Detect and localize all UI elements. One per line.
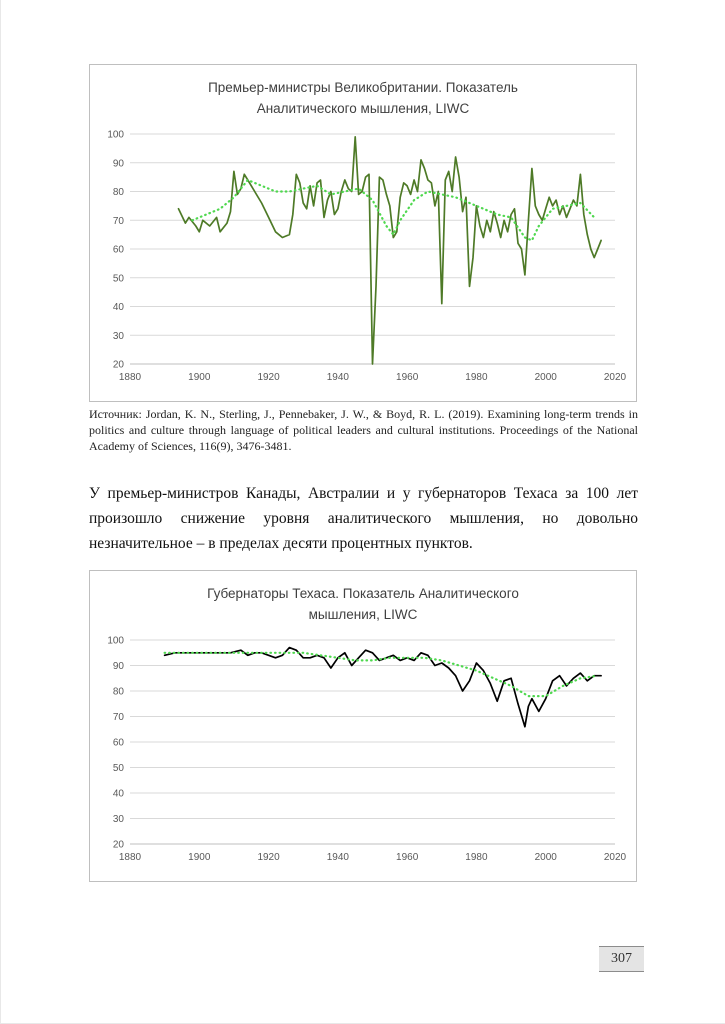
svg-text:70: 70	[113, 712, 125, 723]
svg-text:60: 60	[113, 244, 125, 255]
svg-text:1980: 1980	[465, 852, 488, 863]
svg-text:20: 20	[113, 839, 125, 850]
svg-text:100: 100	[107, 129, 124, 140]
svg-text:20: 20	[113, 359, 125, 370]
svg-text:2000: 2000	[535, 372, 558, 383]
texas-governors-chart-title: Губернаторы Техаса. Показатель Аналитиче…	[207, 586, 519, 622]
svg-text:70: 70	[113, 216, 125, 227]
svg-text:90: 90	[113, 158, 125, 169]
svg-text:1880: 1880	[119, 852, 142, 863]
svg-text:100: 100	[107, 635, 124, 646]
svg-text:80: 80	[113, 686, 125, 697]
svg-text:2020: 2020	[604, 372, 627, 383]
texas-governors-chart: 20 30 40 50 60 70 80 90 100 1880 1900 1920 1940 1960 1…	[107, 635, 627, 863]
svg-text:1920: 1920	[257, 852, 280, 863]
uk-pm-chart-box: Премьер-министры Великобритании. Показат…	[89, 64, 637, 402]
svg-text:30: 30	[113, 331, 125, 342]
svg-text:1960: 1960	[396, 852, 419, 863]
texas-governors-chart-box: Губернаторы Техаса. Показатель Аналитиче…	[89, 570, 637, 882]
body-paragraph: У премьер-министров Канады, Австралии и …	[89, 485, 638, 553]
svg-text:50: 50	[113, 763, 125, 774]
svg-text:40: 40	[113, 788, 125, 799]
uk-pm-chart: 20 30 40 50 60 70 80 90 100 1880 1900 1920 1940 1960 1…	[107, 129, 627, 383]
svg-text:1920: 1920	[257, 372, 280, 383]
svg-text:1940: 1940	[327, 852, 350, 863]
svg-text:90: 90	[113, 661, 125, 672]
page-number: 307	[599, 946, 644, 972]
svg-text:1900: 1900	[188, 852, 211, 863]
svg-text:40: 40	[113, 302, 125, 313]
svg-text:30: 30	[113, 814, 125, 825]
svg-text:1900: 1900	[188, 372, 211, 383]
svg-text:2020: 2020	[604, 852, 627, 863]
svg-text:1960: 1960	[396, 372, 419, 383]
svg-text:80: 80	[113, 187, 125, 198]
source-note: Источник: Jordan, K. N., Sterling, J., P…	[89, 407, 638, 453]
svg-text:1880: 1880	[119, 372, 142, 383]
svg-text:2000: 2000	[535, 852, 558, 863]
svg-text:60: 60	[113, 737, 125, 748]
svg-text:50: 50	[113, 273, 125, 284]
uk-pm-chart-title: Премьер-министры Великобритании. Показат…	[208, 80, 518, 116]
svg-text:1980: 1980	[465, 372, 488, 383]
svg-text:1940: 1940	[327, 372, 350, 383]
